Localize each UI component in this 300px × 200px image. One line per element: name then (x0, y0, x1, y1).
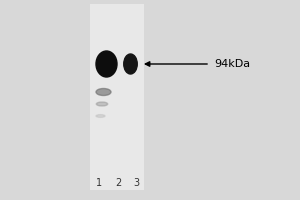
Ellipse shape (96, 51, 117, 77)
Bar (90, 4, 144, 190)
Text: 94kDa: 94kDa (214, 59, 250, 69)
Ellipse shape (124, 54, 137, 74)
Text: 3: 3 (134, 178, 140, 188)
Text: 2: 2 (116, 178, 122, 188)
Ellipse shape (96, 102, 108, 106)
Ellipse shape (96, 88, 111, 96)
Text: 1: 1 (96, 178, 102, 188)
Ellipse shape (96, 115, 105, 117)
